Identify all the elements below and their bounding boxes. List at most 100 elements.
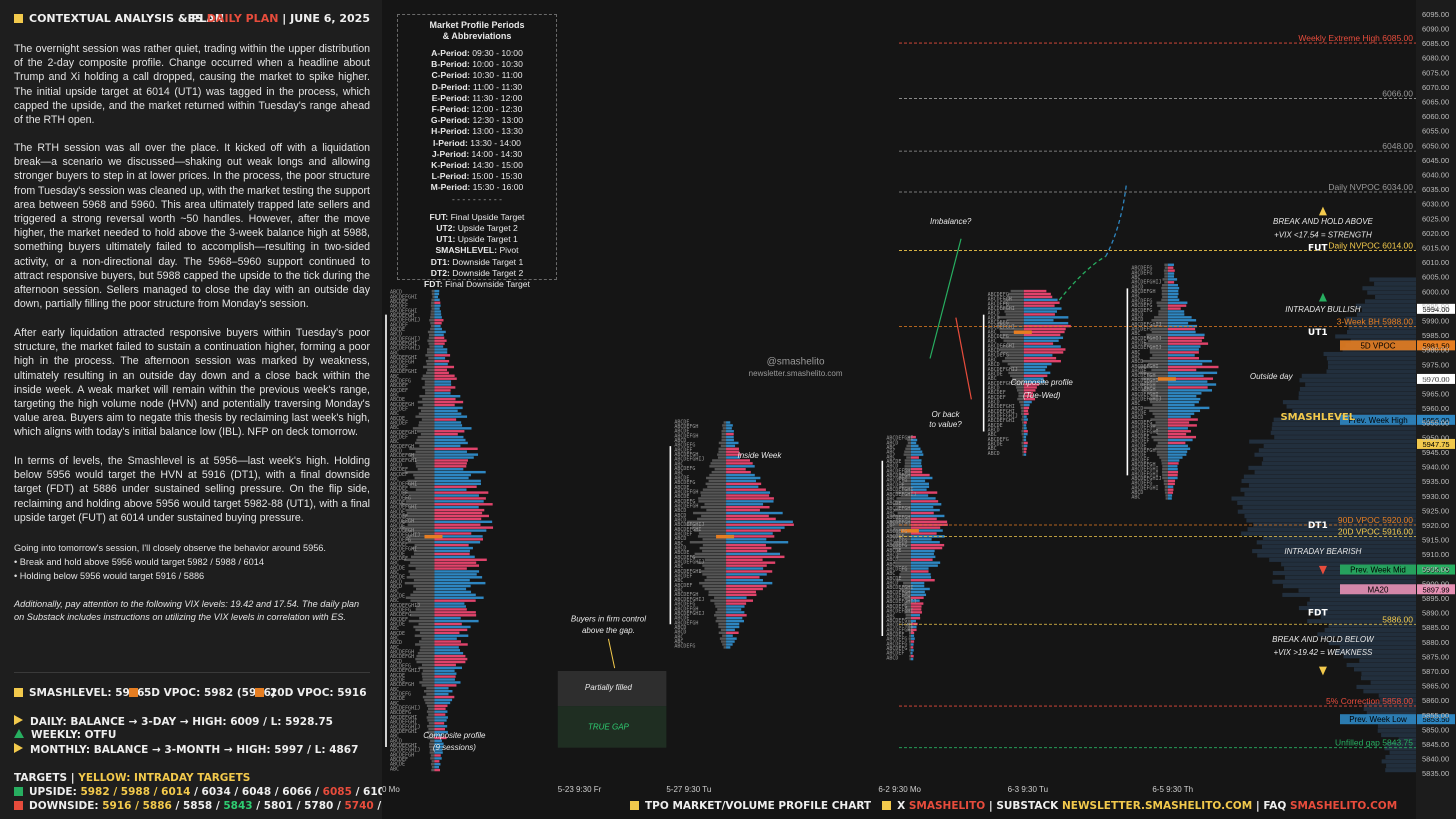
tpo-bar (425, 359, 435, 363)
volume-bar (1167, 395, 1197, 398)
volume-bar (434, 313, 442, 316)
tpo-letters: ABCD (886, 440, 898, 446)
tpo-bar (428, 357, 435, 360)
composite-volume-bar (1247, 527, 1416, 532)
y-tick-label: 5985.00 (1422, 331, 1449, 340)
tpo-letters: ABC (886, 510, 895, 516)
legend-period-time: 11:00 - 11:30 (472, 81, 523, 92)
volume-bar (726, 511, 783, 515)
volume-bar (726, 561, 776, 564)
tpo-letters: ABC (390, 766, 399, 772)
volume-bar (726, 441, 739, 445)
substack-link[interactable]: NEWSLETTER.SMASHELITO.COM (1061, 800, 1253, 812)
tpo-bar (905, 447, 911, 450)
tpo-bar (406, 576, 435, 579)
volume-bar (1023, 438, 1027, 442)
composite-volume-bar (1237, 509, 1416, 514)
tpo-letters: ABC (390, 477, 399, 483)
tpo-bar (708, 479, 727, 483)
tpo-bar (431, 307, 435, 310)
volume-bar (434, 669, 455, 672)
tpo-letters: ABC (886, 450, 895, 456)
legend-period-name: I-Period: (433, 137, 471, 148)
faq-link[interactable]: SMASHELITO.COM (1290, 800, 1398, 812)
tpo-bar (431, 298, 435, 302)
tpo-bar (415, 441, 435, 445)
chart-note: above the gap. (582, 626, 635, 635)
tpo-chart[interactable]: ABCABCDEABCDEFABCDEFGHABCDEFGHIJABCDEFGH… (382, 0, 1456, 819)
tpo-letters: ABCDEFG (390, 692, 411, 698)
tpo-bar (701, 514, 727, 518)
tpo-letters: ABC (390, 411, 399, 417)
legend-period-time: 15:00 - 15:30 (471, 171, 523, 182)
up-arrow-icon (1318, 206, 1327, 216)
tpo-bar (903, 584, 911, 588)
tpo-bar (721, 435, 727, 439)
tpo-letters: ABCDEFGHI (390, 341, 417, 347)
tpo-bar (1002, 301, 1024, 304)
tpo-letters: ABCDEF (390, 491, 408, 497)
tpo-letters: ABCDE (390, 327, 405, 333)
y-tick-label: 6050.00 (1422, 141, 1449, 150)
composite-volume-bar (1345, 316, 1416, 321)
legend-abbr-code: FDT: (424, 279, 446, 290)
tpo-bar (418, 412, 435, 415)
volume-bar (434, 351, 448, 354)
tpo-bar (1000, 336, 1024, 340)
tpo-bar (1001, 307, 1024, 310)
tpo-bar (1016, 386, 1024, 389)
volume-bar (1023, 380, 1045, 383)
tpo-bar (422, 675, 435, 678)
tpo-letters: ABC (988, 446, 997, 452)
tpo-bar (1162, 465, 1168, 468)
tpo-letters: ABC (1131, 354, 1140, 360)
price-axis-badge-text: 5947.75 (1422, 440, 1449, 449)
tpo-bar (421, 418, 435, 421)
legend-abbr-code: FUT: (429, 211, 451, 222)
tpo-bar (1157, 304, 1168, 307)
volume-bar (910, 587, 930, 591)
tpo-bar (416, 660, 435, 664)
tpo-bar (1156, 427, 1168, 430)
y-tick-label: 5840.00 (1422, 755, 1449, 764)
tpo-letters: ABCDEFGH (674, 433, 698, 439)
tpo-letters: ABCDEFGH (1131, 462, 1155, 468)
volume-bar (434, 710, 448, 713)
target-label: DT1 (1308, 521, 1328, 531)
tpo-letters: ABCDE (390, 621, 405, 627)
bullet-above: • Break and hold above 5956 would target… (14, 557, 264, 567)
tpo-bar (909, 654, 911, 658)
x-handle-link[interactable]: SMASHELITO (908, 800, 986, 812)
tpo-bar (1162, 473, 1168, 477)
tpo-bar (406, 511, 435, 515)
volume-bar (1167, 321, 1189, 325)
tpo-bar (1022, 427, 1024, 430)
price-axis-badge-text: 5981.50 (1422, 341, 1449, 350)
volume-bar (726, 614, 747, 617)
tpo-letters: ABCDE (390, 762, 405, 768)
tpo-bar (428, 722, 435, 725)
tpo-bar (899, 587, 911, 591)
volume-bar (726, 622, 740, 626)
gap-arrow (607, 638, 616, 669)
tpo-bar (1022, 421, 1024, 424)
volume-bar (434, 397, 456, 401)
volume-bar (910, 535, 945, 538)
tpo-letters: ABC (390, 701, 399, 707)
volume-bar (726, 616, 743, 620)
volume-bar (434, 348, 448, 351)
tpo-bar (698, 532, 727, 535)
tpo-letters: ABCDEFGH (390, 682, 414, 688)
tpo-bar (1160, 307, 1168, 310)
volume-bar (726, 456, 740, 459)
tpo-bar (1154, 415, 1168, 418)
volume-bar (1023, 377, 1044, 380)
y-tick-label: 6000.00 (1422, 287, 1449, 296)
volume-bar (1167, 392, 1202, 395)
tpo-letters: ABCDEF (886, 651, 904, 657)
composite-volume-bar (1284, 575, 1416, 580)
tpo-bar (1007, 295, 1024, 299)
volume-bar (1023, 333, 1061, 337)
volume-bar (434, 479, 481, 483)
volume-bar (1167, 377, 1214, 380)
